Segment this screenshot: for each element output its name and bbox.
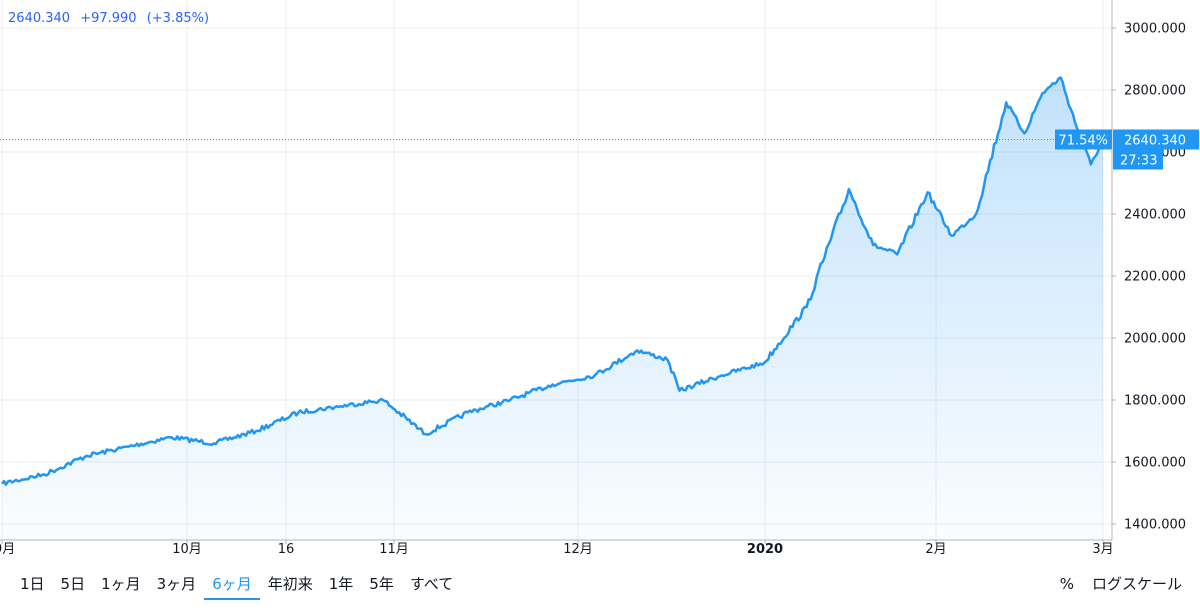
y-tick-label: 1600.000 <box>1124 456 1186 471</box>
timeframe-button[interactable]: 6ヶ月 <box>204 574 260 600</box>
x-tick-label: 3月 <box>1092 542 1113 557</box>
quote-change: +97.990 <box>80 11 137 26</box>
price-chart[interactable]: 1400.000 1600.000 1800.000 2000.000 2200.000… <box>0 0 1200 563</box>
pct-label: 71.54% <box>1058 133 1108 148</box>
area-fill-path <box>2 77 1103 540</box>
series-path <box>1 76 1105 486</box>
x-tick-label: 2月 <box>925 542 946 557</box>
x-tick-label: 9月 <box>0 542 15 557</box>
y-tick-label: 1400.000 <box>1124 518 1186 533</box>
series-line <box>1 76 1105 486</box>
x-tick-label: 2020 <box>747 542 783 557</box>
log-scale-toggle[interactable]: ログスケール <box>1091 575 1182 593</box>
price-label-bg <box>1113 129 1199 150</box>
y-tick-label: 2200.000 <box>1124 270 1186 285</box>
x-tick-label: 11月 <box>379 542 409 557</box>
x-tick-label: 16 <box>278 542 295 557</box>
x-tick-label: 10月 <box>172 542 202 557</box>
bottom-toolbar: 1日 5日 1ヶ月 3ヶ月 6ヶ月 年初来 1年 5年 すべて % ログスケール <box>0 563 1200 611</box>
timeframe-button[interactable]: すべて <box>409 575 454 593</box>
last-price-label: 2640.340 <box>1124 133 1186 148</box>
quote-price: 2640.340 <box>8 11 71 26</box>
y-tick-label: 1800.000 <box>1124 394 1186 409</box>
quote-change-pct: (+3.85%) <box>146 11 210 26</box>
timeframe-selector: 1日 5日 1ヶ月 3ヶ月 6ヶ月 年初来 1年 5年 すべて <box>12 574 461 600</box>
timeframe-button[interactable]: 3ヶ月 <box>156 575 197 593</box>
y-tick-label: 2000.000 <box>1124 332 1186 347</box>
area-fill <box>2 77 1103 540</box>
timeframe-button[interactable]: 5日 <box>60 575 86 593</box>
timeframe-button[interactable]: 1ヶ月 <box>101 575 141 593</box>
x-tick-label: 12月 <box>563 542 593 557</box>
y-tick-label: 3000.000 <box>1124 22 1186 37</box>
timeframe-button[interactable]: 年初来 <box>267 575 313 593</box>
countdown-label: 27:33 <box>1120 153 1157 168</box>
percent-toggle[interactable]: % <box>1059 575 1074 593</box>
y-tick-label: 2800.000 <box>1124 84 1186 99</box>
countdown-label-bg <box>1113 149 1163 170</box>
timeframe-button[interactable]: 1日 <box>20 575 45 593</box>
pct-label-bg <box>1055 129 1112 150</box>
timeframe-button[interactable]: 1年 <box>328 575 354 593</box>
y-tick-label: 2400.000 <box>1124 208 1186 223</box>
price-labels: 71.54% 2640.340 27:33 <box>1055 129 1199 170</box>
quote-readout: 2640.340 +97.990 (+3.85%) <box>8 11 215 26</box>
scale-controls: % ログスケール <box>1060 574 1182 594</box>
timeframe-button[interactable]: 5年 <box>369 575 394 593</box>
